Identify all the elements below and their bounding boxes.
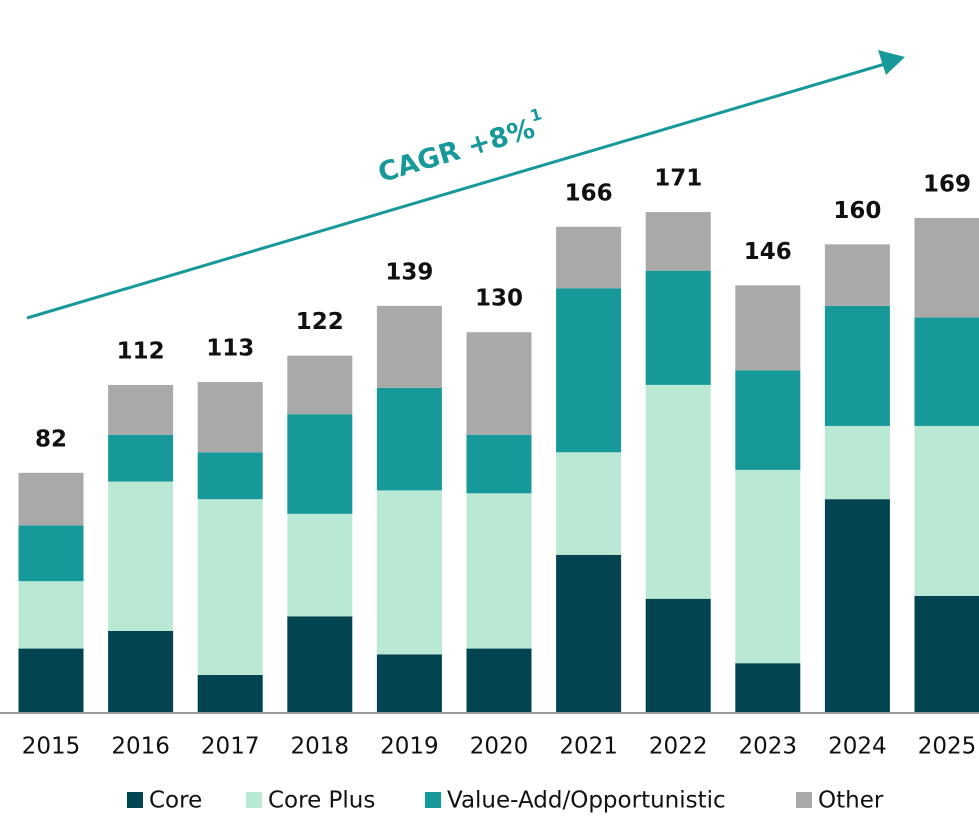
bar-segment <box>466 332 532 435</box>
legend-swatch <box>246 792 262 808</box>
bar-segment <box>645 270 711 385</box>
bar-segment <box>466 648 532 713</box>
total-label: 166 <box>565 180 613 206</box>
bar-segment <box>556 288 622 453</box>
arrow-head <box>878 50 905 75</box>
total-label: 160 <box>833 198 881 224</box>
legend-label: Core <box>149 788 202 814</box>
cagr-text: CAGR +8% <box>375 113 539 189</box>
bar-segment <box>376 305 442 388</box>
total-label: 112 <box>117 338 165 364</box>
bar-segment <box>108 384 174 435</box>
bar-segment <box>18 581 84 649</box>
bar-segment <box>824 244 890 306</box>
total-label: 169 <box>923 171 971 197</box>
footnote-mark: 1 <box>528 104 544 125</box>
bar-segment <box>824 425 890 500</box>
bar-segment <box>466 493 532 649</box>
x-tick-label: 2022 <box>649 734 708 760</box>
bar-segment <box>376 490 442 655</box>
bar-segment <box>197 452 263 500</box>
bar-segment <box>18 525 84 582</box>
bar-segment <box>108 434 174 482</box>
x-tick-label: 2018 <box>291 734 350 760</box>
bar-segment <box>197 382 263 453</box>
legend-label: Value-Add/Opportunistic <box>447 788 726 814</box>
bar-segment <box>556 554 622 713</box>
bar-segment <box>108 630 174 713</box>
legend-swatch <box>796 792 812 808</box>
total-label: 113 <box>206 336 254 362</box>
bar-segment <box>287 616 353 713</box>
bar-segment <box>287 414 353 514</box>
bar-segment <box>914 217 979 318</box>
bar-segment <box>466 434 532 494</box>
cagr-annotation: CAGR +8%1 <box>373 104 549 189</box>
bar-segment <box>824 305 890 426</box>
x-tick-label: 2019 <box>380 734 439 760</box>
total-label: 171 <box>654 166 702 192</box>
bar-segment <box>914 425 979 596</box>
bar-segment <box>287 513 353 617</box>
bar-segment <box>376 654 442 713</box>
bar-segment <box>287 355 353 415</box>
bar-segment <box>197 674 263 713</box>
x-tick-label: 2015 <box>22 734 81 760</box>
bar-segment <box>735 285 801 371</box>
total-label: 130 <box>475 286 523 312</box>
legend-swatch <box>127 792 143 808</box>
bar-segment <box>197 499 263 675</box>
bar-segment <box>645 384 711 599</box>
trend-arrow <box>26 62 886 320</box>
bar-segment <box>556 226 622 289</box>
bar-segment <box>645 598 711 713</box>
total-label: 82 <box>35 426 67 452</box>
legend-swatch <box>425 792 441 808</box>
bar-segment <box>914 595 979 713</box>
bar-segment <box>735 469 801 664</box>
x-tick-label: 2024 <box>828 734 887 760</box>
bar-segment <box>18 648 84 713</box>
x-tick-label: 2023 <box>739 734 798 760</box>
bar-segment <box>914 317 979 426</box>
x-tick-label: 2017 <box>201 734 260 760</box>
bar-segment <box>645 212 711 271</box>
total-label: 122 <box>296 309 344 335</box>
x-tick-label: 2025 <box>918 734 977 760</box>
x-tick-label: 2020 <box>470 734 529 760</box>
bar-segment <box>18 472 84 526</box>
bar-segment <box>824 499 890 713</box>
bar-segment <box>376 387 442 491</box>
legend-label: Other <box>818 788 884 814</box>
bar-segment <box>735 663 801 713</box>
total-label: 146 <box>744 239 792 265</box>
total-label: 139 <box>385 259 433 285</box>
bar-segment <box>556 452 622 555</box>
legend-label: Core Plus <box>268 788 375 814</box>
plot: 82 2015 112 2016 113 2017 122 2018 139 2019 130 202… <box>0 166 979 814</box>
x-tick-label: 2021 <box>559 734 618 760</box>
x-tick-label: 2016 <box>111 734 170 760</box>
bar-segment <box>735 370 801 470</box>
bar-segment <box>108 481 174 631</box>
